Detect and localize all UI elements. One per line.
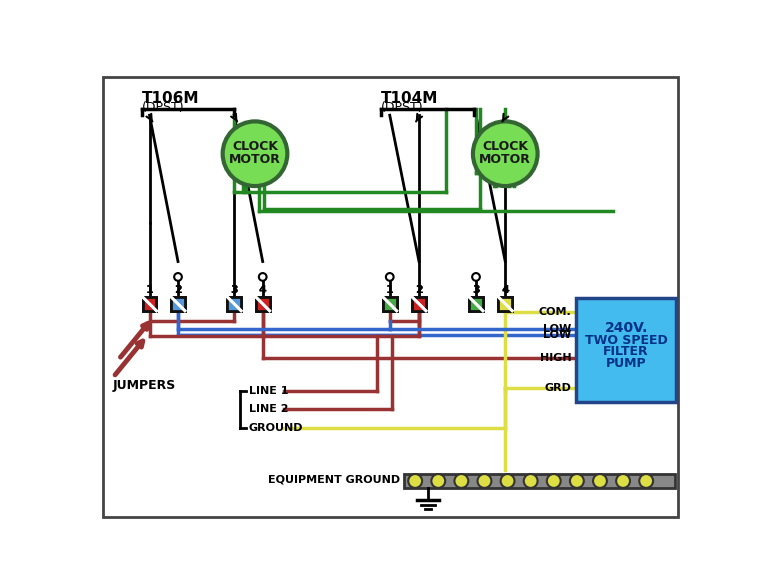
Text: 2: 2 xyxy=(415,285,423,295)
Text: GRD: GRD xyxy=(545,383,572,393)
Text: 4: 4 xyxy=(501,285,509,295)
Text: 1: 1 xyxy=(146,285,153,295)
Text: 1: 1 xyxy=(146,285,153,295)
Text: MOTOR: MOTOR xyxy=(229,153,281,166)
Bar xyxy=(142,297,156,311)
Bar xyxy=(142,297,156,311)
Circle shape xyxy=(570,474,584,488)
Text: 4: 4 xyxy=(259,285,267,295)
Circle shape xyxy=(431,474,445,488)
Text: 3: 3 xyxy=(230,285,238,295)
Circle shape xyxy=(454,474,469,488)
Bar xyxy=(412,297,426,311)
Text: MOTOR: MOTOR xyxy=(479,153,531,166)
Text: CLOCK: CLOCK xyxy=(232,139,278,152)
Circle shape xyxy=(593,474,607,488)
Text: 2: 2 xyxy=(415,285,423,295)
Text: PUMP: PUMP xyxy=(606,357,646,370)
Text: 240V.: 240V. xyxy=(604,321,648,335)
Circle shape xyxy=(386,273,394,281)
Text: LINE 2: LINE 2 xyxy=(249,405,288,415)
Text: JUMPERS: JUMPERS xyxy=(113,379,176,392)
Text: 3: 3 xyxy=(472,285,480,295)
Bar xyxy=(256,297,270,311)
Text: 4: 4 xyxy=(501,285,509,295)
Circle shape xyxy=(259,273,267,281)
Text: GROUND: GROUND xyxy=(249,423,303,433)
Bar xyxy=(404,474,674,488)
Bar xyxy=(171,297,185,311)
Text: EQUIPMENT GROUND: EQUIPMENT GROUND xyxy=(267,475,400,485)
Text: LOW: LOW xyxy=(543,330,572,340)
Bar xyxy=(498,297,512,311)
Circle shape xyxy=(523,474,538,488)
Text: HIGH: HIGH xyxy=(539,353,572,363)
Text: LOW: LOW xyxy=(543,323,572,333)
Circle shape xyxy=(616,474,630,488)
Bar xyxy=(576,298,676,402)
Text: (DPST): (DPST) xyxy=(380,101,423,113)
Bar xyxy=(469,297,483,311)
Circle shape xyxy=(639,474,653,488)
Text: 1: 1 xyxy=(386,285,394,295)
Bar xyxy=(227,297,241,311)
Bar xyxy=(383,297,397,311)
Circle shape xyxy=(547,474,561,488)
Circle shape xyxy=(174,273,182,281)
Bar xyxy=(498,297,512,311)
Circle shape xyxy=(408,474,422,488)
Text: T104M: T104M xyxy=(380,91,438,106)
Text: 3: 3 xyxy=(230,285,238,295)
Bar xyxy=(383,297,397,311)
Text: 2: 2 xyxy=(174,285,182,295)
Text: TWO SPEED: TWO SPEED xyxy=(584,334,668,347)
Text: COM.: COM. xyxy=(539,306,572,316)
Bar xyxy=(469,297,483,311)
Text: CLOCK: CLOCK xyxy=(482,139,528,152)
Bar xyxy=(256,297,270,311)
Text: 3: 3 xyxy=(472,285,480,295)
Bar xyxy=(412,297,426,311)
Bar xyxy=(227,297,241,311)
Text: (DPST): (DPST) xyxy=(142,101,184,113)
Text: 2: 2 xyxy=(174,285,182,295)
Circle shape xyxy=(478,474,491,488)
Bar xyxy=(171,297,185,311)
Circle shape xyxy=(223,121,287,186)
Circle shape xyxy=(472,273,480,281)
Text: FILTER: FILTER xyxy=(604,345,649,358)
Text: LINE 1: LINE 1 xyxy=(249,386,288,396)
Text: T106M: T106M xyxy=(142,91,200,106)
Circle shape xyxy=(473,121,538,186)
Text: 1: 1 xyxy=(386,285,394,295)
Text: 4: 4 xyxy=(259,285,267,295)
Circle shape xyxy=(501,474,514,488)
